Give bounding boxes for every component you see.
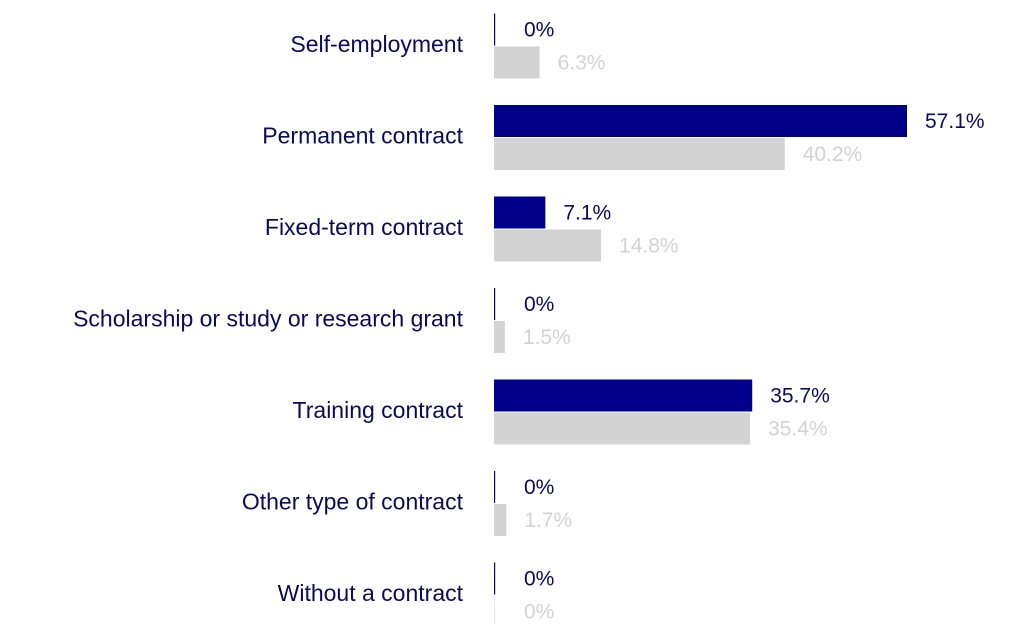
category-label: Fixed-term contract — [265, 214, 464, 240]
category-label: Training contract — [293, 397, 464, 423]
category-label: Other type of contract — [242, 489, 464, 515]
bar-series-1 — [494, 105, 907, 137]
bar-series-2 — [494, 138, 785, 170]
category-label: Scholarship or study or research grant — [73, 306, 464, 332]
data-label-series-1: 0% — [524, 293, 554, 316]
data-label-series-2: 1.7% — [524, 509, 572, 532]
data-label-series-1: 57.1% — [925, 110, 985, 133]
data-label-series-2: 6.3% — [558, 52, 606, 75]
bar-series-1 — [494, 471, 496, 503]
bars-layer — [494, 13, 907, 624]
data-label-series-2: 1.5% — [523, 326, 571, 349]
bar-series-1 — [494, 562, 496, 595]
bar-series-1 — [494, 196, 546, 229]
bar-series-1 — [494, 288, 496, 320]
data-label-series-2: 40.2% — [803, 143, 863, 166]
category-label: Permanent contract — [262, 123, 463, 149]
data-label-series-1: 35.7% — [770, 385, 830, 408]
data-label-series-2: 35.4% — [768, 418, 828, 441]
data-label-series-1: 0% — [524, 476, 554, 499]
bar-series-2 — [494, 321, 505, 353]
data-label-series-1: 7.1% — [563, 202, 611, 225]
data-label-series-2: 0% — [524, 601, 554, 624]
bar-series-2 — [494, 595, 496, 624]
bar-series-2 — [494, 412, 751, 445]
category-label: Self-employment — [290, 31, 463, 57]
bar-series-1 — [494, 13, 496, 46]
category-label: Without a contract — [278, 580, 464, 606]
bar-series-1 — [494, 379, 753, 412]
data-label-series-2: 14.8% — [619, 235, 679, 258]
data-label-series-1: 0% — [524, 19, 554, 42]
bar-series-2 — [494, 46, 540, 79]
bar-series-2 — [494, 229, 602, 262]
data-label-series-1: 0% — [524, 568, 554, 591]
bar-series-2 — [494, 504, 507, 536]
